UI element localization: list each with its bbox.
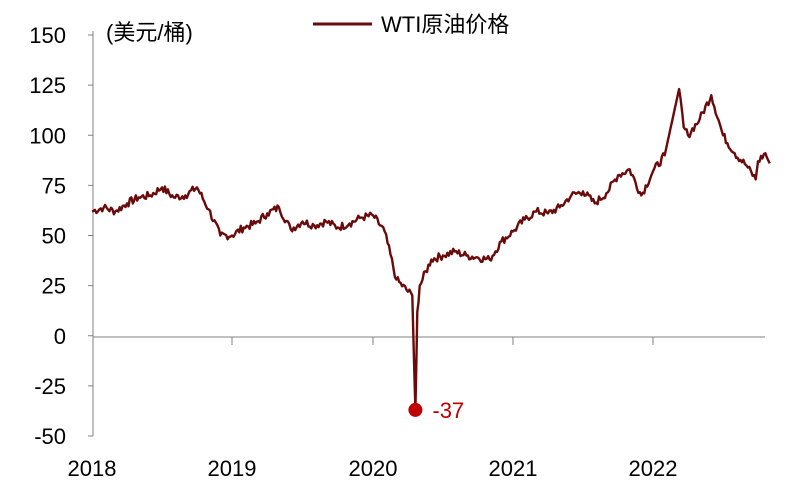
y-tick-label: 0 (54, 324, 66, 349)
x-tick-label: 2020 (349, 456, 398, 481)
annotation-marker (408, 402, 423, 417)
x-tick-label: 2018 (68, 456, 117, 481)
y-tick-label: 25 (42, 274, 66, 299)
series-wti (91, 87, 771, 412)
y-axis: 150 125 100 75 50 25 0 -25 -50 (29, 23, 94, 449)
y-tick-label: -50 (34, 424, 66, 449)
x-tick-label: 2019 (208, 456, 257, 481)
y-tick-label: 150 (29, 23, 66, 48)
x-tick-label: 2021 (489, 456, 538, 481)
x-axis: 2018 2019 2020 2021 2022 (68, 336, 765, 481)
annotation-label: -37 (432, 398, 464, 423)
y-tick-label: 75 (42, 173, 66, 198)
x-tick-label: 2022 (629, 456, 678, 481)
y-tick-label: 100 (29, 123, 66, 148)
legend: WTI原油价格 (313, 12, 509, 37)
y-tick-label: 50 (42, 224, 66, 249)
y-tick-label: 125 (29, 73, 66, 98)
y-tick-label: -25 (34, 374, 66, 399)
series-line-wti (91, 87, 771, 412)
annotations: -37 (408, 398, 464, 423)
y-unit-label: (美元/桶) (106, 20, 193, 45)
legend-label-wti: WTI原油价格 (381, 12, 509, 37)
